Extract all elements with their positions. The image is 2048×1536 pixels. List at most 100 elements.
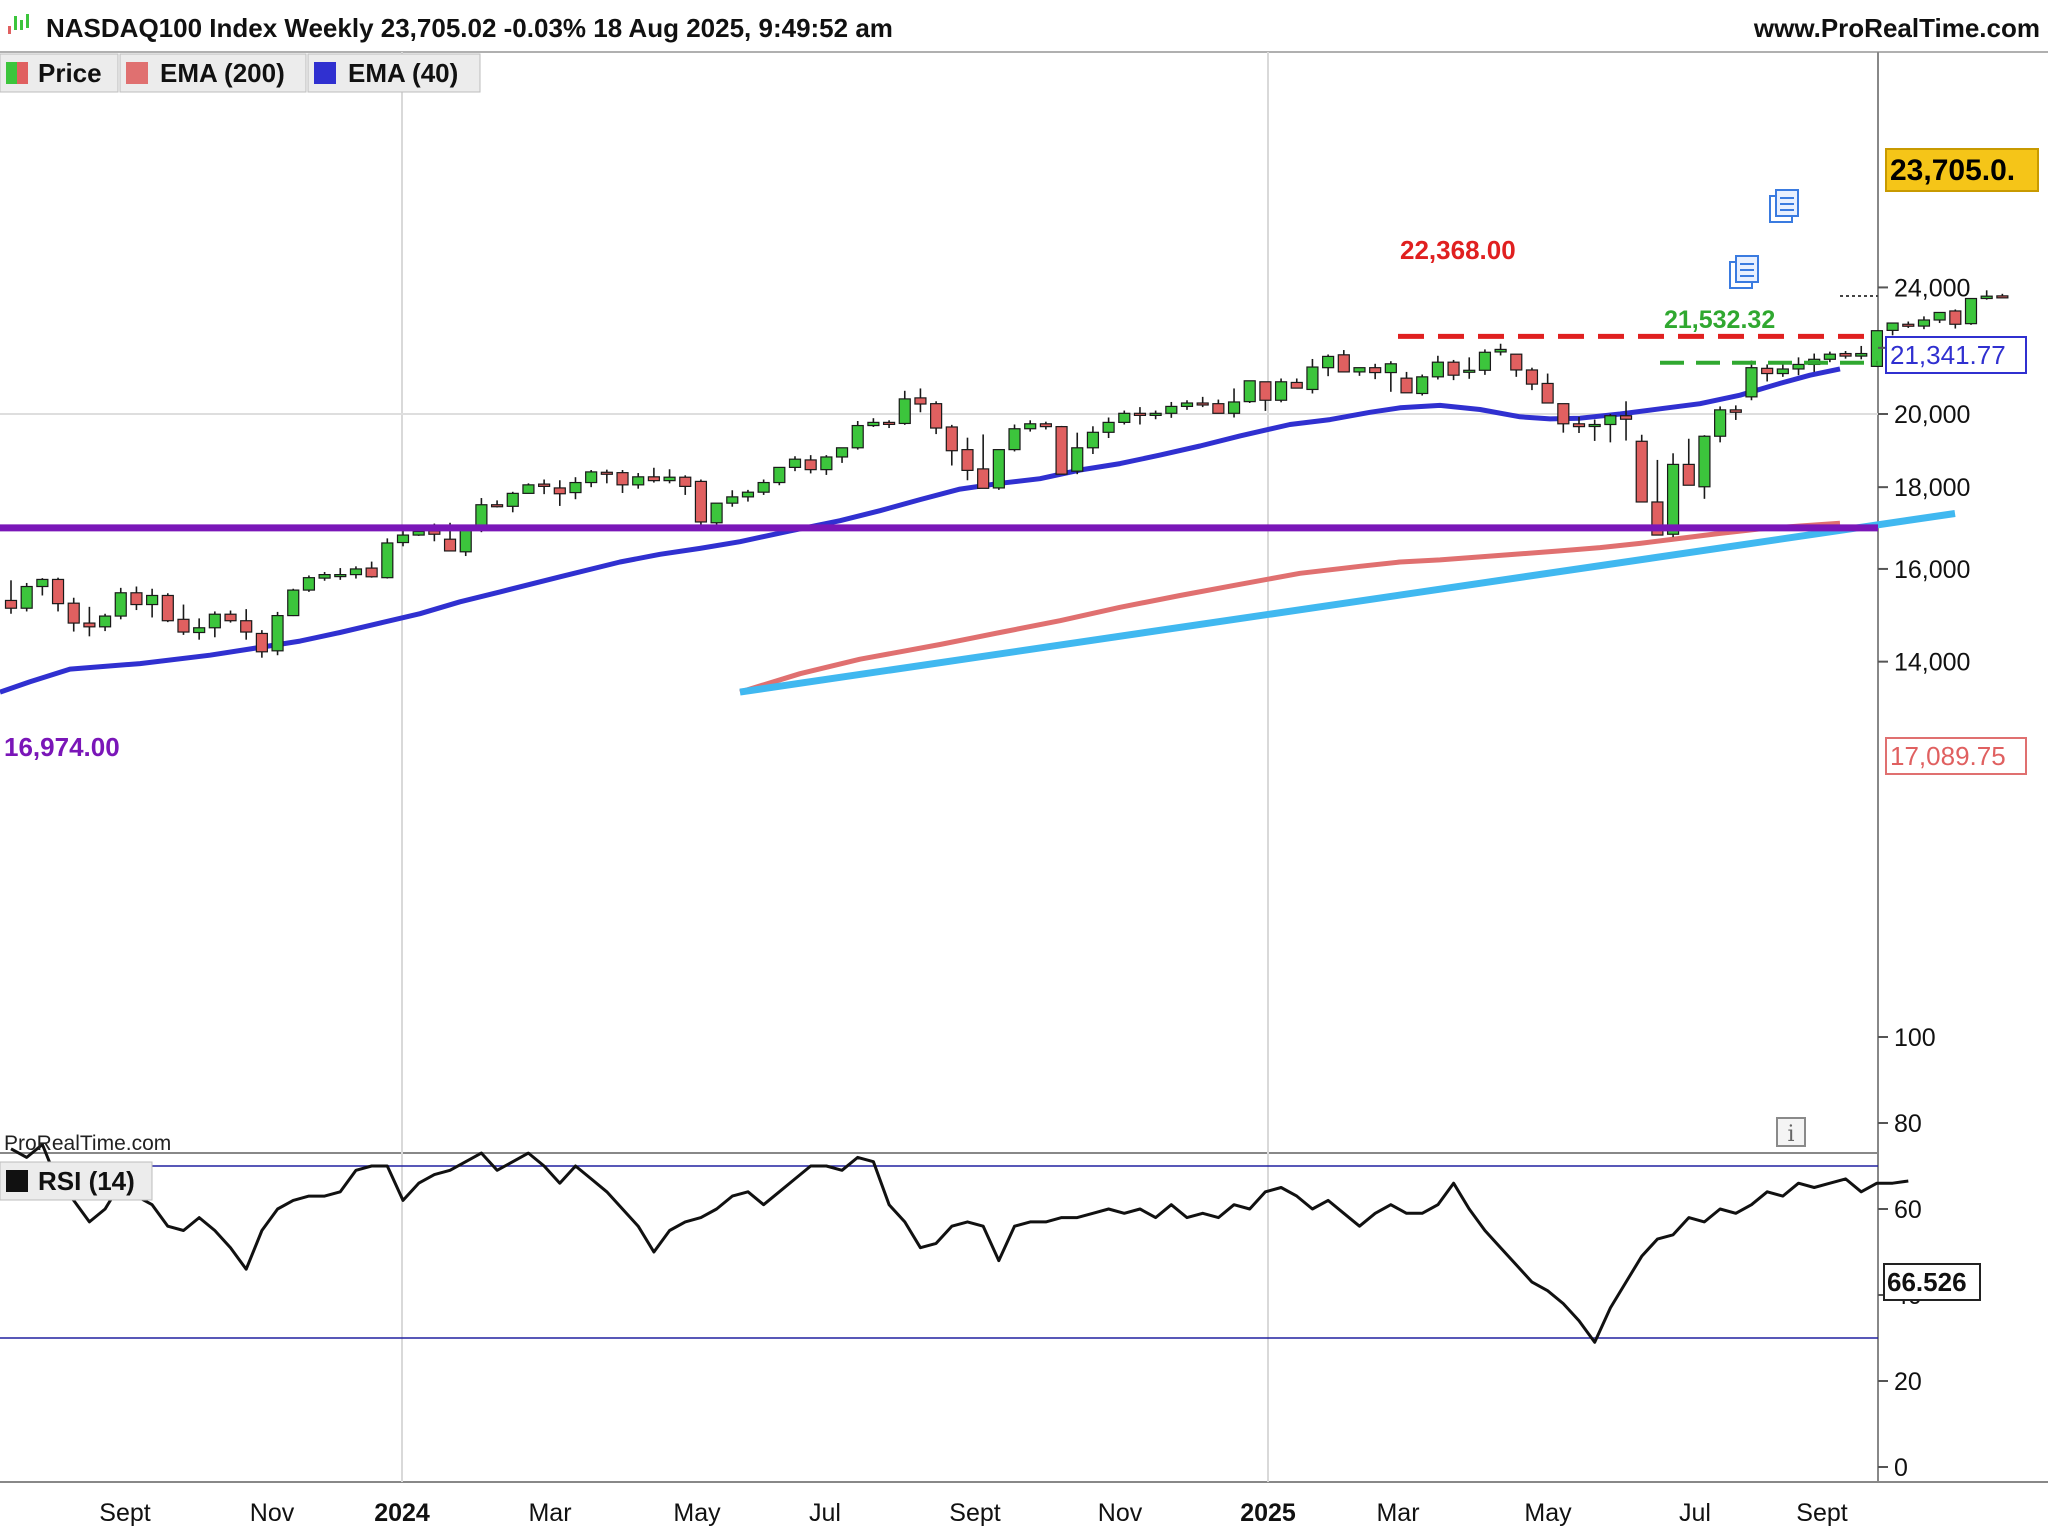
candle-down xyxy=(4,599,18,609)
candle-up xyxy=(36,578,49,588)
candle-up xyxy=(193,627,206,634)
candle-up xyxy=(1180,402,1194,408)
candle-up xyxy=(334,574,347,578)
green-level-label: 21,532.32 xyxy=(1664,306,1775,334)
candle-down xyxy=(1039,423,1052,428)
candle-down xyxy=(1651,501,1664,536)
legend-rsi-label: RSI (14) xyxy=(38,1166,135,1196)
candle-up xyxy=(1886,322,1899,331)
candle-up xyxy=(1917,319,1931,327)
candle-up xyxy=(820,456,833,471)
candle-down xyxy=(1729,409,1742,413)
candle-up xyxy=(1353,367,1366,373)
price-tick-label: 24,000 xyxy=(1894,274,1970,302)
candle-down xyxy=(977,468,990,489)
time-tick-label: Jul xyxy=(809,1499,841,1527)
candle-down xyxy=(1369,367,1382,374)
candle-up xyxy=(1086,431,1100,449)
candle-up xyxy=(1274,381,1288,401)
candle-down xyxy=(1619,415,1633,420)
svg-text:i: i xyxy=(1787,1122,1794,1147)
rsi-tick-label: 0 xyxy=(1894,1454,1908,1482)
ema40-swatch xyxy=(314,62,336,84)
candle-down xyxy=(1557,403,1570,425)
candle-up xyxy=(1666,463,1680,535)
candle-up xyxy=(287,589,300,617)
candle-up xyxy=(98,615,112,628)
candle-up xyxy=(1024,423,1037,430)
candle-down xyxy=(240,620,253,633)
candle-up xyxy=(1478,351,1492,371)
ema200-line xyxy=(739,520,1841,695)
legend-price[interactable]: Price xyxy=(0,53,119,93)
resistance-level-label: 22,368.00 xyxy=(1400,235,1516,265)
rsi-tick-label: 60 xyxy=(1894,1196,1922,1224)
candle-up xyxy=(710,502,723,524)
candle-up xyxy=(632,476,645,486)
site-label[interactable]: www.ProRealTime.com xyxy=(1753,13,2040,43)
candle-up xyxy=(506,492,519,507)
candle-down xyxy=(1133,412,1147,416)
info-icon[interactable]: i xyxy=(1776,1117,1806,1147)
candle-down xyxy=(1447,361,1460,376)
candle-up xyxy=(1102,421,1115,433)
candle-down xyxy=(616,472,629,486)
candle-down xyxy=(1337,354,1350,373)
time-tick-label: May xyxy=(1524,1499,1572,1527)
price-tick-label: 14,000 xyxy=(1894,649,1970,677)
time-tick-label: Mar xyxy=(1376,1499,1419,1527)
candle-down xyxy=(600,471,613,475)
candle-down xyxy=(679,476,692,487)
time-tick-label: Sept xyxy=(99,1499,150,1527)
price-tick-label: 16,000 xyxy=(1894,556,1970,584)
price-down-swatch xyxy=(17,62,28,84)
candle-down xyxy=(647,476,660,482)
candle-down xyxy=(1212,403,1225,414)
candle-up xyxy=(1243,380,1256,403)
candle-up xyxy=(146,594,159,606)
candle-up xyxy=(867,421,880,427)
candle-down xyxy=(553,487,566,495)
candle-down xyxy=(1196,402,1209,406)
candle-up xyxy=(302,577,316,591)
price-tick-label: 20,000 xyxy=(1894,401,1970,429)
candle-down xyxy=(83,622,96,628)
candle-up xyxy=(522,484,535,494)
note-icon[interactable] xyxy=(1769,189,1799,223)
legend-rsi[interactable]: RSI (14) xyxy=(0,1161,153,1201)
candle-up xyxy=(1494,348,1507,353)
candle-up xyxy=(1431,361,1444,378)
candle-up xyxy=(1588,423,1601,428)
candle-down xyxy=(255,632,268,653)
legend-price-label: Price xyxy=(38,58,102,88)
candle-down xyxy=(1949,310,1962,325)
candle-down xyxy=(1761,367,1774,375)
time-tick-label: Mar xyxy=(528,1499,571,1527)
candle-up xyxy=(788,458,802,468)
candle-down xyxy=(443,538,457,552)
time-axis: Sept Nov 2024 Mar May Jul Sept Nov 2025 Mar May Jul… xyxy=(99,1499,1847,1527)
candle-up xyxy=(1776,368,1789,375)
time-tick-label: Nov xyxy=(1098,1499,1143,1527)
candle-up xyxy=(1823,353,1836,360)
candle-up xyxy=(349,568,363,576)
candle-down xyxy=(1572,423,1586,428)
support-level-label: 16,974.00 xyxy=(4,732,120,762)
rsi-pane xyxy=(0,1143,1909,1344)
rsi-tick-label: 100 xyxy=(1894,1024,1936,1052)
legend-ema200[interactable]: EMA (200) xyxy=(119,53,307,93)
candle-down xyxy=(1902,323,1915,327)
legend-ema40[interactable]: EMA (40) xyxy=(307,53,481,93)
candle-up xyxy=(114,592,127,617)
candle-up xyxy=(851,424,864,449)
horizontal-levels[interactable] xyxy=(0,295,1878,532)
candle-up xyxy=(1149,412,1162,416)
candle-up xyxy=(1698,435,1711,488)
candle-up xyxy=(757,481,770,493)
rsi-tick-label: 80 xyxy=(1894,1110,1922,1138)
price-tick-label: 18,000 xyxy=(1894,474,1970,502)
candle-up xyxy=(1165,405,1178,414)
candle-up xyxy=(1463,369,1476,373)
trendline xyxy=(739,510,1956,696)
note-icon[interactable] xyxy=(1729,255,1759,289)
